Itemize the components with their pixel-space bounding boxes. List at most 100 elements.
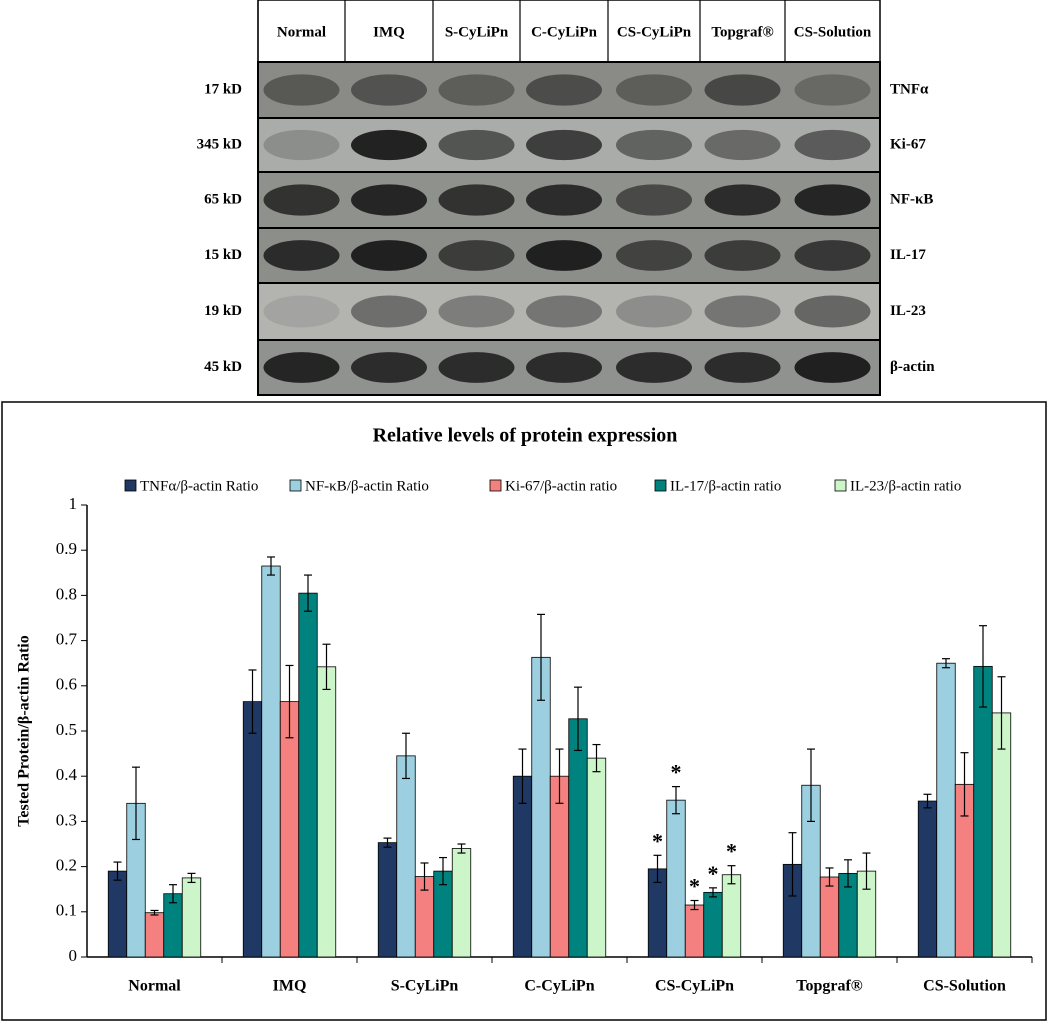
bar [261,565,281,958]
blot-band [263,74,340,106]
error-bar [187,872,196,884]
y-tick-label: 0 [69,946,78,965]
y-tick-label: 0.7 [56,630,78,649]
chart-title: Relative levels of protein expression [373,425,678,447]
blot-band [351,352,427,383]
blot-band [794,74,871,106]
bar [298,592,318,958]
error-bar [420,862,429,891]
blot-band [794,184,871,216]
legend-label: TNFα/β-actin Ratio [140,478,258,494]
error-bar [825,867,834,887]
y-tick-label: 0.4 [56,765,78,784]
y-tick-label: 0.8 [56,584,77,603]
bar [242,701,263,958]
y-tick-label: 0.9 [56,539,77,558]
x-tick-label: S-CyLiPn [391,978,459,995]
blot-band [704,240,781,271]
error-bar [942,658,950,669]
error-bar [690,899,699,911]
y-tick-label: 0.6 [56,675,77,694]
error-bar [285,664,294,739]
size-label: 65 kD [204,191,242,207]
bar [568,718,588,958]
blot-strip [257,282,881,341]
blot-band [438,74,515,106]
size-label: 19 kD [204,303,242,319]
blot-band [526,74,602,106]
y-tick-label: 0.2 [56,856,77,875]
blot-band [616,240,692,271]
error-bar [788,832,797,897]
bar [531,656,551,958]
error-bar [844,859,852,888]
y-tick-label: 0.3 [56,810,77,829]
bar [396,755,416,958]
bar [279,701,300,958]
blot-band [526,240,602,271]
error-bar [672,785,680,815]
blot-band [438,295,515,328]
x-tick-label: CS-Solution [923,978,1006,995]
bar [973,665,993,958]
error-bar [383,837,392,848]
x-tick-label: IMQ [273,978,307,995]
error-bar [402,732,410,780]
blot-band [704,74,781,106]
blot-band [616,184,692,216]
legend-swatch [124,479,137,492]
error-bar [267,556,275,576]
x-tick-label: Topgraf® [796,978,863,995]
bar [703,891,723,958]
blot-band [794,240,871,271]
bar [107,870,128,958]
x-tick-label: C-CyLiPn [524,978,594,995]
x-tick-label: Normal [128,978,181,995]
error-bar [555,748,564,804]
significance-mark: * [726,839,737,864]
error-bar [248,669,257,734]
blot-band [351,74,427,106]
lane-label: S-CyLiPn [445,24,509,40]
blot-band [263,129,340,161]
error-bar [150,909,159,916]
y-tick-label: 0.1 [56,901,77,920]
error-bar [923,793,932,809]
blot-band [351,129,427,161]
blot-band [526,129,602,161]
blot-band [438,240,515,271]
error-bar [518,748,527,804]
error-bar [322,643,331,691]
y-axis-label: Tested Protein/β-actin Ratio [16,635,33,827]
error-bar [807,748,815,823]
size-label: 45 kD [204,359,242,375]
bar [819,876,840,958]
blot-band [794,129,871,161]
lane-label: CS-CyLiPn [617,24,692,40]
significance-mark: * [671,760,682,785]
blot-band [704,295,781,328]
x-tick-label: CS-CyLiPn [655,978,734,995]
bar [144,912,165,958]
error-bar [592,743,601,773]
error-bar [169,884,177,904]
bar [316,666,337,958]
bar [936,662,956,958]
size-label: 15 kD [204,247,242,263]
y-tick-label: 1 [69,494,78,513]
bar [451,848,472,958]
blot-band [794,352,871,383]
error-bar [653,854,662,884]
blot-band [438,129,515,161]
legend-label: IL-23/β-actin ratio [850,478,961,494]
legend-label: NF-κB/β-actin Ratio [305,478,429,494]
lane-label: Topgraf® [711,24,773,40]
blot-band [526,184,602,216]
blot-band [704,352,781,383]
error-bar [457,843,466,854]
blot-band [704,129,781,161]
error-bar [727,865,736,885]
legend-label: Ki-67/β-actin ratio [505,478,617,494]
protein-label: β-actin [890,359,935,375]
